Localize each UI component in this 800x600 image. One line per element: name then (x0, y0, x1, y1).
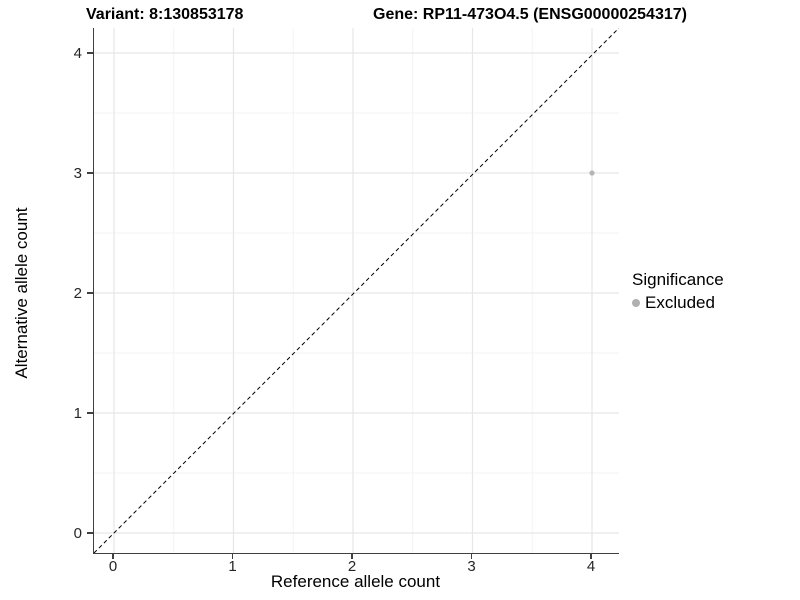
legend-title: Significance (632, 270, 724, 289)
x-tick-label: 4 (586, 558, 596, 575)
legend: Significance Excluded (632, 270, 724, 313)
y-tick-label: 1 (73, 404, 82, 422)
plot-title-variant: Variant: 8:130853178 (86, 6, 244, 23)
legend-item-excluded: Excluded (632, 293, 724, 313)
y-tick-mark (87, 412, 93, 414)
y-tick-mark (87, 292, 93, 294)
plot-panel (93, 28, 619, 554)
x-tick-mark (351, 553, 353, 559)
y-tick-mark (87, 52, 93, 54)
x-tick-label: 3 (467, 558, 476, 575)
y-tick-mark (87, 532, 93, 534)
excluded-point-icon (632, 299, 640, 307)
data-point (589, 170, 595, 176)
y-tick-label: 2 (73, 284, 82, 302)
x-tick-label: 1 (228, 558, 237, 575)
plot-canvas (94, 28, 619, 553)
legend-item-label: Excluded (645, 293, 715, 312)
y-tick-label: 0 (73, 524, 82, 542)
x-tick-label: 0 (108, 558, 118, 575)
y-axis-title: Alternative allele count (12, 207, 31, 379)
x-tick-mark (231, 553, 234, 559)
plot-title-gene: Gene: RP11-473O4.5 (ENSG00000254317) (373, 6, 687, 23)
y-tick-mark (87, 172, 93, 174)
y-tick-label: 3 (73, 164, 82, 182)
x-axis-title: Reference allele count (270, 572, 441, 591)
y-tick-label: 4 (73, 44, 82, 62)
x-tick-mark (470, 553, 473, 559)
identity-reference-line (94, 28, 619, 553)
x-tick-mark (112, 553, 114, 559)
x-tick-label: 2 (347, 558, 357, 575)
x-tick-mark (590, 553, 592, 559)
